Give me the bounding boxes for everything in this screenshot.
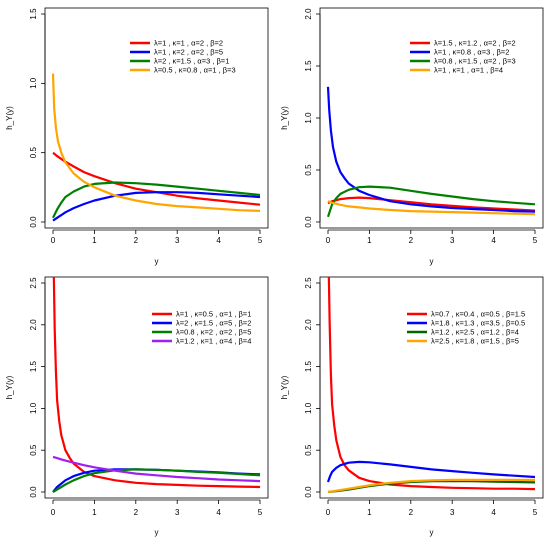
x-tick-label: 5 [533, 508, 538, 517]
legend: λ=0.7 , κ=0.4 , α=0.5 , β=1.5λ=1.8 , κ=1… [407, 310, 525, 346]
series-line-2 [326, 86, 536, 213]
legend-label: λ=1 , κ=1 , α=1 , β=4 [434, 66, 503, 75]
y-tick-label: 1.5 [29, 8, 38, 20]
y-axis-title: h_Y(y) [5, 375, 14, 399]
x-tick-label: 0 [326, 236, 331, 245]
y-tick-label: 1.5 [29, 360, 38, 372]
y-tick-label: 2.0 [29, 319, 38, 331]
x-tick-label: 5 [533, 236, 538, 245]
y-tick-label: 0.5 [304, 164, 313, 176]
x-tick-label: 4 [216, 508, 221, 517]
x-tick-label: 0 [51, 236, 56, 245]
x-axis-title: y [155, 257, 159, 266]
legend-label: λ=1 , κ=0.5 , α=1 , β=1 [176, 310, 251, 319]
legend-label: λ=2 , κ=1.5 , α=3 , β=1 [154, 57, 229, 66]
y-tick-label: 1.0 [29, 402, 38, 414]
chart-panel-4: 0 1 2 3 4 5 0.0 0.5 1.0 1.5 2.0 2.5 y h_Y(y) λ=0.7 , κ… [280, 276, 544, 537]
x-axis-title: y [430, 528, 434, 537]
x-tick-label: 1 [367, 508, 372, 517]
y-tick-label: 0.5 [29, 147, 38, 159]
legend: λ=1.5 , κ=1.2 , α=2 , β=2λ=1 , κ=0.8 , α… [410, 39, 516, 75]
series-line-3 [52, 181, 261, 219]
legend-label: λ=1.2 , κ=1 , α=4 , β=4 [176, 337, 251, 346]
y-tick-label: 1.0 [29, 77, 38, 89]
legend-label: λ=1.2 , κ=2.5 , α=1.2 , β=4 [431, 328, 519, 337]
y-tick-label: 1.0 [304, 402, 313, 414]
legend-label: λ=0.8 , κ=1.5 , α=2 , β=3 [434, 57, 516, 66]
x-tick-label: 5 [258, 236, 263, 245]
series-line-2 [326, 460, 536, 483]
y-tick-label: 1.5 [304, 360, 313, 372]
y-axis-title: h_Y(y) [5, 106, 14, 130]
x-tick-label: 2 [134, 508, 139, 517]
x-tick-label: 3 [450, 236, 455, 245]
chart-panel-3: 0 1 2 3 4 5 0.0 0.5 1.0 1.5 2.0 2.5 y h_Y(y) λ=1 , κ=0… [5, 276, 269, 537]
legend-label: λ=0.8 , κ=2 , α=2 , β=5 [176, 328, 251, 337]
legend-label: λ=2.5 , κ=1.8 , α=1.5 , β=5 [431, 337, 519, 346]
legend-label: λ=1 , κ=0.8 , α=3 , β=2 [434, 48, 509, 57]
y-tick-label: 2.5 [29, 277, 38, 289]
legend-label: λ=2 , κ=1.5 , α=5 , β=2 [176, 319, 251, 328]
legend: λ=1 , κ=0.5 , α=1 , β=1λ=2 , κ=1.5 , α=5… [152, 310, 251, 346]
x-axis-title: y [430, 257, 434, 266]
x-tick-label: 3 [450, 508, 455, 517]
y-tick-label: 1.0 [304, 112, 313, 124]
y-tick-label: 0.0 [29, 216, 38, 228]
legend-label: λ=1 , κ=2 , α=2 , β=5 [154, 48, 223, 57]
y-tick-label: 0.5 [304, 444, 313, 456]
y-axis-title: h_Y(y) [280, 375, 289, 399]
series-line-4 [51, 73, 261, 212]
series-line-4 [327, 200, 536, 216]
x-tick-label: 4 [491, 508, 496, 517]
y-axis-title: h_Y(y) [280, 106, 289, 130]
legend-label: λ=1 , κ=1 , α=2 , β=2 [154, 39, 223, 48]
y-tick-label: 0.0 [304, 486, 313, 498]
x-tick-label: 0 [51, 508, 56, 517]
y-tick-label: 0.0 [304, 216, 313, 228]
x-axis-title: y [155, 528, 159, 537]
legend-label: λ=1.8 , κ=1.3 , α=3.5 , β=0.5 [431, 319, 525, 328]
y-tick-label: 2.5 [304, 277, 313, 289]
y-tick-label: 0.5 [29, 444, 38, 456]
x-tick-label: 1 [92, 508, 97, 517]
y-tick-label: 1.5 [304, 60, 313, 72]
x-tick-label: 4 [216, 236, 221, 245]
x-tick-label: 4 [491, 236, 496, 245]
series-line-2 [52, 191, 261, 222]
series-line-4 [52, 455, 261, 483]
series-line-1 [327, 277, 536, 491]
x-tick-label: 2 [134, 236, 139, 245]
x-tick-label: 1 [367, 236, 372, 245]
x-tick-label: 2 [409, 508, 414, 517]
series-line-3 [326, 185, 536, 218]
chart-panel-1: 0 1 2 3 4 5 0.0 0.5 1.0 1.5 y h_Y(y) λ=1 , κ=1 , α=2… [5, 7, 269, 266]
legend: λ=1 , κ=1 , α=2 , β=2λ=1 , κ=2 , α=2 , β… [130, 39, 236, 75]
legend-label: λ=1.5 , κ=1.2 , α=2 , β=2 [434, 39, 516, 48]
series-line-1 [327, 196, 536, 212]
series-line-1 [52, 277, 261, 489]
legend-label: λ=0.7 , κ=0.4 , α=0.5 , β=1.5 [431, 310, 525, 319]
x-tick-label: 3 [175, 508, 180, 517]
y-tick-label: 2.0 [304, 8, 313, 20]
series-line-1 [52, 151, 261, 206]
x-tick-label: 5 [258, 508, 263, 517]
x-tick-label: 1 [92, 236, 97, 245]
legend-label: λ=0.5 , κ=0.8 , α=1 , β=3 [154, 66, 236, 75]
x-tick-label: 2 [409, 236, 414, 245]
chart-panel-2: 0 1 2 3 4 5 0.0 0.5 1.0 1.5 2.0 y h_Y(y) λ=1.5 , κ=1.… [280, 7, 544, 266]
series-line-4 [327, 478, 535, 494]
x-tick-label: 0 [326, 508, 331, 517]
y-tick-label: 2.0 [304, 319, 313, 331]
x-tick-label: 3 [175, 236, 180, 245]
y-tick-label: 0.0 [29, 486, 38, 498]
